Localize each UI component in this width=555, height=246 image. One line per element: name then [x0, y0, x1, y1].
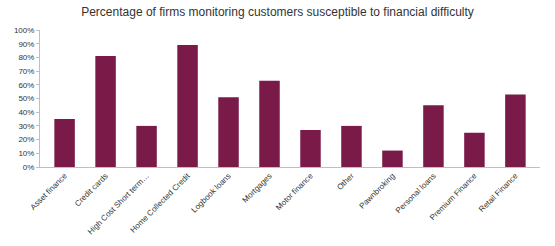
svg-text:0%: 0% — [23, 163, 35, 172]
svg-text:Percentage of firms monitoring: Percentage of firms monitoring customers… — [81, 5, 474, 19]
svg-text:30%: 30% — [18, 122, 34, 131]
svg-text:80%: 80% — [18, 53, 34, 62]
svg-text:High Cost Short term…: High Cost Short term… — [86, 171, 151, 236]
svg-text:Logbook loans: Logbook loans — [190, 171, 233, 214]
svg-text:Premium Finance: Premium Finance — [428, 171, 479, 222]
svg-text:Pawnbroking: Pawnbroking — [358, 171, 397, 210]
svg-text:70%: 70% — [18, 67, 34, 76]
svg-text:100%: 100% — [14, 26, 34, 35]
svg-text:Other: Other — [335, 171, 356, 192]
svg-text:Personal loans: Personal loans — [394, 171, 438, 215]
svg-text:40%: 40% — [18, 108, 34, 117]
svg-text:Asset finance: Asset finance — [29, 171, 70, 212]
svg-text:90%: 90% — [18, 40, 34, 49]
svg-text:Retail Finance: Retail Finance — [477, 171, 520, 214]
svg-text:20%: 20% — [18, 135, 34, 144]
svg-text:50%: 50% — [18, 94, 34, 103]
svg-text:10%: 10% — [18, 149, 34, 158]
svg-text:Credit cards: Credit cards — [73, 171, 110, 208]
svg-text:Motor finance: Motor finance — [274, 171, 315, 212]
svg-text:60%: 60% — [18, 81, 34, 90]
svg-text:Home Collected Credit: Home Collected Credit — [129, 171, 193, 235]
svg-text:Mortgages: Mortgages — [241, 171, 274, 204]
